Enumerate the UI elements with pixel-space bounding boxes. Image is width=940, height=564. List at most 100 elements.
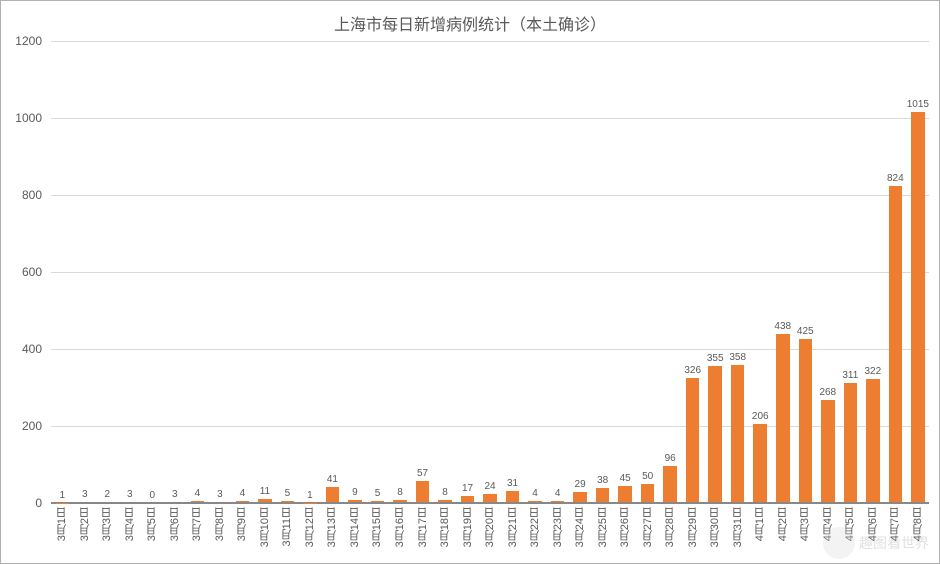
bar-slot: 438 (772, 41, 795, 503)
bar-slot: 9 (344, 41, 367, 503)
x-tick-label: 3月8日 (212, 507, 228, 541)
bar-slot: 0 (141, 41, 164, 503)
bar (663, 466, 677, 503)
x-label-slot: 3月17日 (411, 503, 434, 563)
x-tick-label: 3月3日 (99, 507, 115, 541)
bar-value-label: 4 (195, 488, 201, 499)
bar-value-label: 45 (620, 473, 631, 484)
x-tick-label: 3月13日 (324, 507, 340, 547)
bar-slot: 3 (164, 41, 187, 503)
x-label-slot: 3月23日 (546, 503, 569, 563)
bar (708, 366, 722, 503)
x-label-slot: 3月31日 (726, 503, 749, 563)
x-label-slot: 3月20日 (479, 503, 502, 563)
bar (911, 112, 925, 503)
x-tick-label: 3月22日 (527, 507, 543, 547)
bar (753, 424, 767, 503)
x-label-slot: 3月22日 (524, 503, 547, 563)
bar (776, 334, 790, 503)
bar-slot: 5 (276, 41, 299, 503)
x-label-slot: 3月11日 (276, 503, 299, 563)
bar-slot: 2 (96, 41, 119, 503)
x-tick-label: 3月24日 (572, 507, 588, 547)
x-label-slot: 3月30日 (704, 503, 727, 563)
bar-value-label: 1 (59, 490, 65, 501)
bar-slot: 24 (479, 41, 502, 503)
bar-value-label: 4 (532, 488, 538, 499)
bar-slot: 31 (501, 41, 524, 503)
bar-value-label: 0 (150, 490, 156, 501)
plot-area: 1323034341151419585781724314429384550963… (51, 41, 929, 503)
x-tick-label: 3月27日 (640, 507, 656, 547)
x-label-slot: 3月18日 (434, 503, 457, 563)
x-tick-label: 3月28日 (662, 507, 678, 547)
x-label-slot: 3月6日 (164, 503, 187, 563)
y-tick-label: 0 (35, 496, 42, 510)
bar-value-label: 1 (307, 490, 313, 501)
x-tick-label: 3月7日 (189, 507, 205, 541)
bar-slot: 1015 (907, 41, 930, 503)
watermark: 趣图看世界 (823, 527, 929, 559)
x-tick-label: 3月25日 (595, 507, 611, 547)
x-tick-label: 3月1日 (54, 507, 70, 541)
bar-slot: 29 (569, 41, 592, 503)
x-tick-label: 3月5日 (144, 507, 160, 541)
x-tick-label: 3月9日 (234, 507, 250, 541)
x-label-slot: 4月1日 (749, 503, 772, 563)
bar-value-label: 24 (484, 481, 495, 492)
x-tick-label: 3月2日 (77, 507, 93, 541)
x-label-slot: 3月14日 (344, 503, 367, 563)
bar (821, 400, 835, 503)
bar-slot: 326 (681, 41, 704, 503)
bar (866, 379, 880, 503)
bar-value-label: 29 (575, 479, 586, 490)
bar-value-label: 17 (462, 483, 473, 494)
bar-slot: 4 (186, 41, 209, 503)
bar-value-label: 322 (864, 366, 881, 377)
x-label-slot: 3月28日 (659, 503, 682, 563)
bar-value-label: 1015 (907, 99, 929, 110)
bar-slot: 4 (546, 41, 569, 503)
bar (844, 383, 858, 503)
x-label-slot: 3月4日 (119, 503, 142, 563)
x-label-slot: 3月27日 (636, 503, 659, 563)
x-tick-label: 4月3日 (797, 507, 813, 541)
bar-slot: 45 (614, 41, 637, 503)
bar-value-label: 3 (82, 489, 88, 500)
x-label-slot: 3月3日 (96, 503, 119, 563)
bar-slot: 17 (456, 41, 479, 503)
x-label-slot: 4月2日 (772, 503, 795, 563)
x-tick-label: 3月10日 (257, 507, 273, 547)
bar-slot: 268 (817, 41, 840, 503)
bar-slot: 1 (51, 41, 74, 503)
bars-group: 1323034341151419585781724314429384550963… (51, 41, 929, 503)
x-tick-label: 3月19日 (460, 507, 476, 547)
bar-value-label: 268 (819, 387, 836, 398)
bar (686, 378, 700, 504)
bar-slot: 322 (862, 41, 885, 503)
x-label-slot: 3月24日 (569, 503, 592, 563)
bar-slot: 8 (434, 41, 457, 503)
watermark-icon (823, 527, 855, 559)
x-label-slot: 3月9日 (231, 503, 254, 563)
bar-value-label: 326 (684, 365, 701, 376)
bar (799, 339, 813, 503)
x-label-slot: 3月21日 (501, 503, 524, 563)
x-tick-label: 3月18日 (437, 507, 453, 547)
x-label-slot: 3月19日 (456, 503, 479, 563)
x-tick-label: 3月20日 (482, 507, 498, 547)
x-tick-label: 3月16日 (392, 507, 408, 547)
bar-value-label: 41 (327, 474, 338, 485)
bar-slot: 11 (254, 41, 277, 503)
bar-value-label: 50 (642, 471, 653, 482)
bar-value-label: 3 (217, 489, 223, 500)
bar-slot: 57 (411, 41, 434, 503)
x-tick-label: 3月4日 (122, 507, 138, 541)
x-tick-label: 3月11日 (279, 507, 295, 547)
x-label-slot: 3月25日 (591, 503, 614, 563)
bar-value-label: 2 (105, 489, 111, 500)
bar-slot: 96 (659, 41, 682, 503)
bar-slot: 824 (884, 41, 907, 503)
bar-value-label: 824 (887, 173, 904, 184)
bar (416, 481, 430, 503)
